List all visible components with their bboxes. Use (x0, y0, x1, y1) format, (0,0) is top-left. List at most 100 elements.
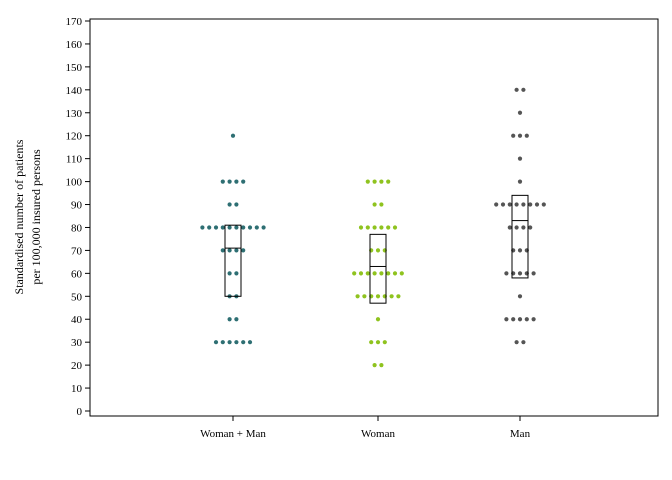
data-point (365, 179, 370, 184)
data-point (379, 179, 384, 184)
data-point (517, 133, 523, 138)
data-point (514, 225, 519, 230)
data-point (220, 340, 225, 345)
data-point (227, 317, 232, 322)
data-point (372, 202, 377, 207)
data-point (213, 340, 219, 345)
data-point (528, 202, 533, 207)
x-axis: Woman + Man Woman Man (200, 416, 531, 440)
data-point (352, 271, 357, 276)
data-point (200, 225, 205, 230)
x-tick-label: Woman (361, 428, 395, 440)
data-point (521, 202, 526, 207)
data-point (500, 202, 506, 207)
y-tick-label: 70 (71, 245, 83, 257)
data-point (241, 340, 246, 345)
data-point (365, 225, 370, 230)
data-point (517, 156, 523, 161)
data-point (517, 317, 523, 322)
data-point (358, 225, 364, 230)
y-axis-title-line1: Standardised number of patients (12, 139, 26, 294)
data-point (234, 202, 239, 207)
data-point (375, 294, 381, 299)
data-point (379, 363, 384, 368)
data-point (254, 225, 259, 230)
data-point (524, 133, 529, 138)
data-point (514, 202, 519, 207)
data-point (494, 202, 499, 207)
data-point (521, 87, 526, 92)
data-point (531, 317, 536, 322)
y-tick-label: 50 (71, 291, 83, 303)
y-tick-label: 40 (71, 314, 83, 326)
iqr-box (511, 194, 529, 279)
x-tick-label: Woman + Man (200, 428, 266, 440)
data-point (514, 87, 519, 92)
y-tick-label: 140 (66, 85, 83, 97)
data-point (382, 340, 387, 345)
data-point (355, 294, 360, 299)
data-point (507, 202, 512, 207)
data-point (230, 133, 236, 138)
plot-frame (89, 18, 659, 417)
y-tick-label: 130 (66, 108, 83, 120)
data-point (227, 340, 232, 345)
data-point (247, 340, 253, 345)
data-point (227, 202, 232, 207)
data-point (241, 179, 246, 184)
y-axis-title-line2: per 100,000 insured persons (29, 149, 43, 285)
data-point (511, 317, 516, 322)
data-point (220, 248, 225, 253)
data-point (392, 271, 398, 276)
data-point (531, 271, 536, 276)
y-tick-label: 20 (71, 360, 83, 372)
data-point (247, 225, 253, 230)
data-point (220, 225, 225, 230)
data-point (372, 225, 377, 230)
y-tick-label: 100 (66, 177, 83, 189)
y-axis: 0 10 20 30 40 50 60 70 80 90 100 110 120 130 140 150 160… (66, 16, 90, 418)
data-point (241, 248, 246, 253)
data-point (534, 202, 540, 207)
data-point (517, 294, 523, 299)
x-tick-label: Man (510, 428, 531, 440)
iqr-box (369, 233, 387, 304)
y-tick-label: 150 (66, 62, 83, 74)
data-point (504, 317, 509, 322)
data-point (389, 294, 394, 299)
plot-marks (200, 87, 546, 368)
data-point (369, 340, 374, 345)
y-tick-label: 160 (66, 39, 83, 51)
data-point (507, 225, 512, 230)
data-point (524, 317, 529, 322)
y-tick-label: 110 (66, 154, 83, 166)
data-point (375, 340, 381, 345)
data-point (375, 317, 381, 322)
data-point (365, 271, 370, 276)
data-point (379, 202, 384, 207)
data-point (234, 225, 239, 230)
data-point (234, 179, 239, 184)
data-point (541, 202, 546, 207)
data-point (372, 271, 377, 276)
y-tick-label: 80 (71, 222, 83, 234)
y-tick-label: 30 (71, 337, 83, 349)
y-tick-label: 120 (66, 131, 83, 143)
data-point (514, 340, 519, 345)
data-point (386, 271, 391, 276)
data-point (261, 225, 266, 230)
data-point (511, 133, 516, 138)
data-point (234, 317, 239, 322)
data-point (358, 271, 364, 276)
y-tick-label: 170 (66, 16, 83, 28)
data-point (392, 225, 398, 230)
data-point (517, 179, 523, 184)
iqr-box (224, 224, 242, 297)
data-point (379, 225, 384, 230)
data-point (375, 248, 381, 253)
data-point (227, 248, 232, 253)
data-point (504, 271, 509, 276)
data-point (234, 248, 239, 253)
data-point (386, 225, 391, 230)
